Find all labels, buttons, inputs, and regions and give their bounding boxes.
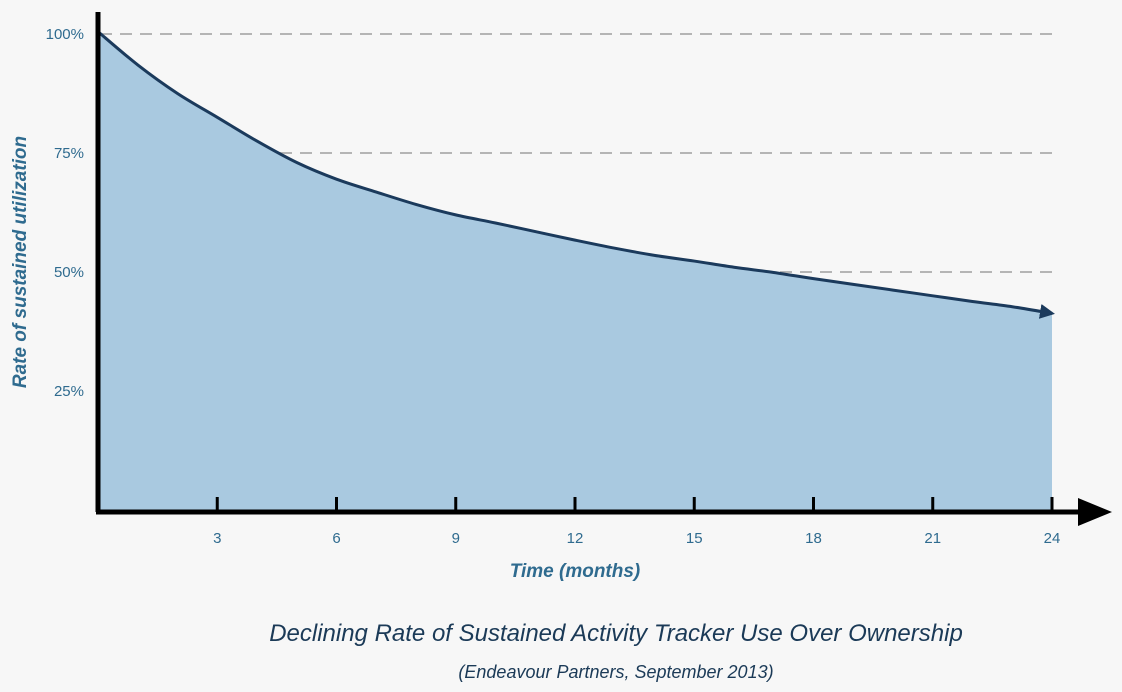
chart-title: Declining Rate of Sustained Activity Tra… [269,620,963,647]
x-axis-title: Time (months) [510,561,641,582]
x-tick-label-24: 24 [1044,530,1061,547]
y-tick-label-25: 25% [54,383,84,400]
y-ticks: 25% 50% 75% 100% [46,26,84,400]
axes [95,12,1112,526]
area-fill [98,31,1052,511]
chart-subtitle: (Endeavour Partners, September 2013) [458,662,774,682]
series-line [97,30,1055,319]
y-axis-title: Rate of sustained utilization [10,136,31,388]
x-tick-label-12: 12 [567,530,584,547]
y-tick-label-100: 100% [46,26,84,43]
y-tick-label-50: 50% [54,264,84,281]
x-ticks: 3 6 9 12 15 18 21 24 [213,497,1060,547]
x-axis-arrow [1078,498,1112,526]
chart: 3 6 9 12 15 18 21 24 25% 50% 75% 100% Time (months… [10,12,1112,582]
y-tick-label-75: 75% [54,145,84,162]
x-tick-label-18: 18 [805,530,822,547]
x-tick-label-21: 21 [924,530,941,547]
x-tick-label-15: 15 [686,530,703,547]
x-tick-label-3: 3 [213,530,221,547]
x-tick-label-9: 9 [452,530,460,547]
x-tick-label-6: 6 [332,530,340,547]
